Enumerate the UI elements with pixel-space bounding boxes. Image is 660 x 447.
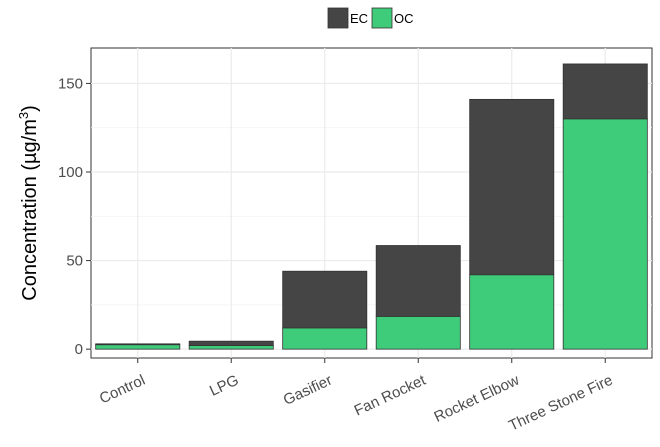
legend-label-oc: OC	[394, 11, 414, 26]
legend-key-ec	[327, 7, 349, 29]
x-tick-label: Three Stone Fire	[506, 372, 615, 435]
legend-label-ec: EC	[350, 11, 368, 26]
y-tick-label: 150	[58, 75, 83, 92]
bar-oc	[375, 315, 461, 350]
y-axis-title-main: Concentration (µg/m	[19, 119, 41, 301]
bar-oc	[95, 344, 181, 350]
y-tick-label: 0	[75, 341, 83, 358]
y-tick-label: 50	[66, 253, 83, 270]
minor-gridlines	[91, 127, 652, 306]
bar-ec	[469, 98, 555, 276]
bar-oc	[469, 274, 555, 350]
bar-oc	[282, 327, 368, 350]
x-tick-label: LPG	[207, 372, 241, 400]
x-tick-label: Gasifier	[281, 372, 335, 409]
legend-key-oc	[371, 7, 393, 29]
bar-ec	[375, 245, 461, 317]
x-axis-ticks: Control LPG Gasifier Fan Rocket Rocket Elbow…	[97, 358, 615, 435]
plot-panel	[90, 47, 653, 359]
legend: EC OC	[327, 7, 414, 29]
y-axis-title: Concentration (µg/m3)	[16, 105, 41, 301]
y-axis-title-superscript: 3	[16, 112, 31, 119]
x-tick-label: Fan Rocket	[352, 371, 429, 419]
y-axis-title-suffix: )	[19, 105, 41, 112]
bar-ec	[188, 340, 274, 346]
x-tick-label: Control	[97, 372, 148, 408]
bar-ec	[562, 63, 648, 120]
bar-oc	[562, 118, 648, 350]
y-axis-ticks: 0 50 100 150	[58, 75, 91, 358]
bar-ec	[95, 343, 181, 346]
bars	[95, 63, 648, 350]
y-tick-label: 100	[58, 164, 83, 181]
bar-oc	[188, 345, 274, 350]
bar-ec	[282, 270, 368, 329]
